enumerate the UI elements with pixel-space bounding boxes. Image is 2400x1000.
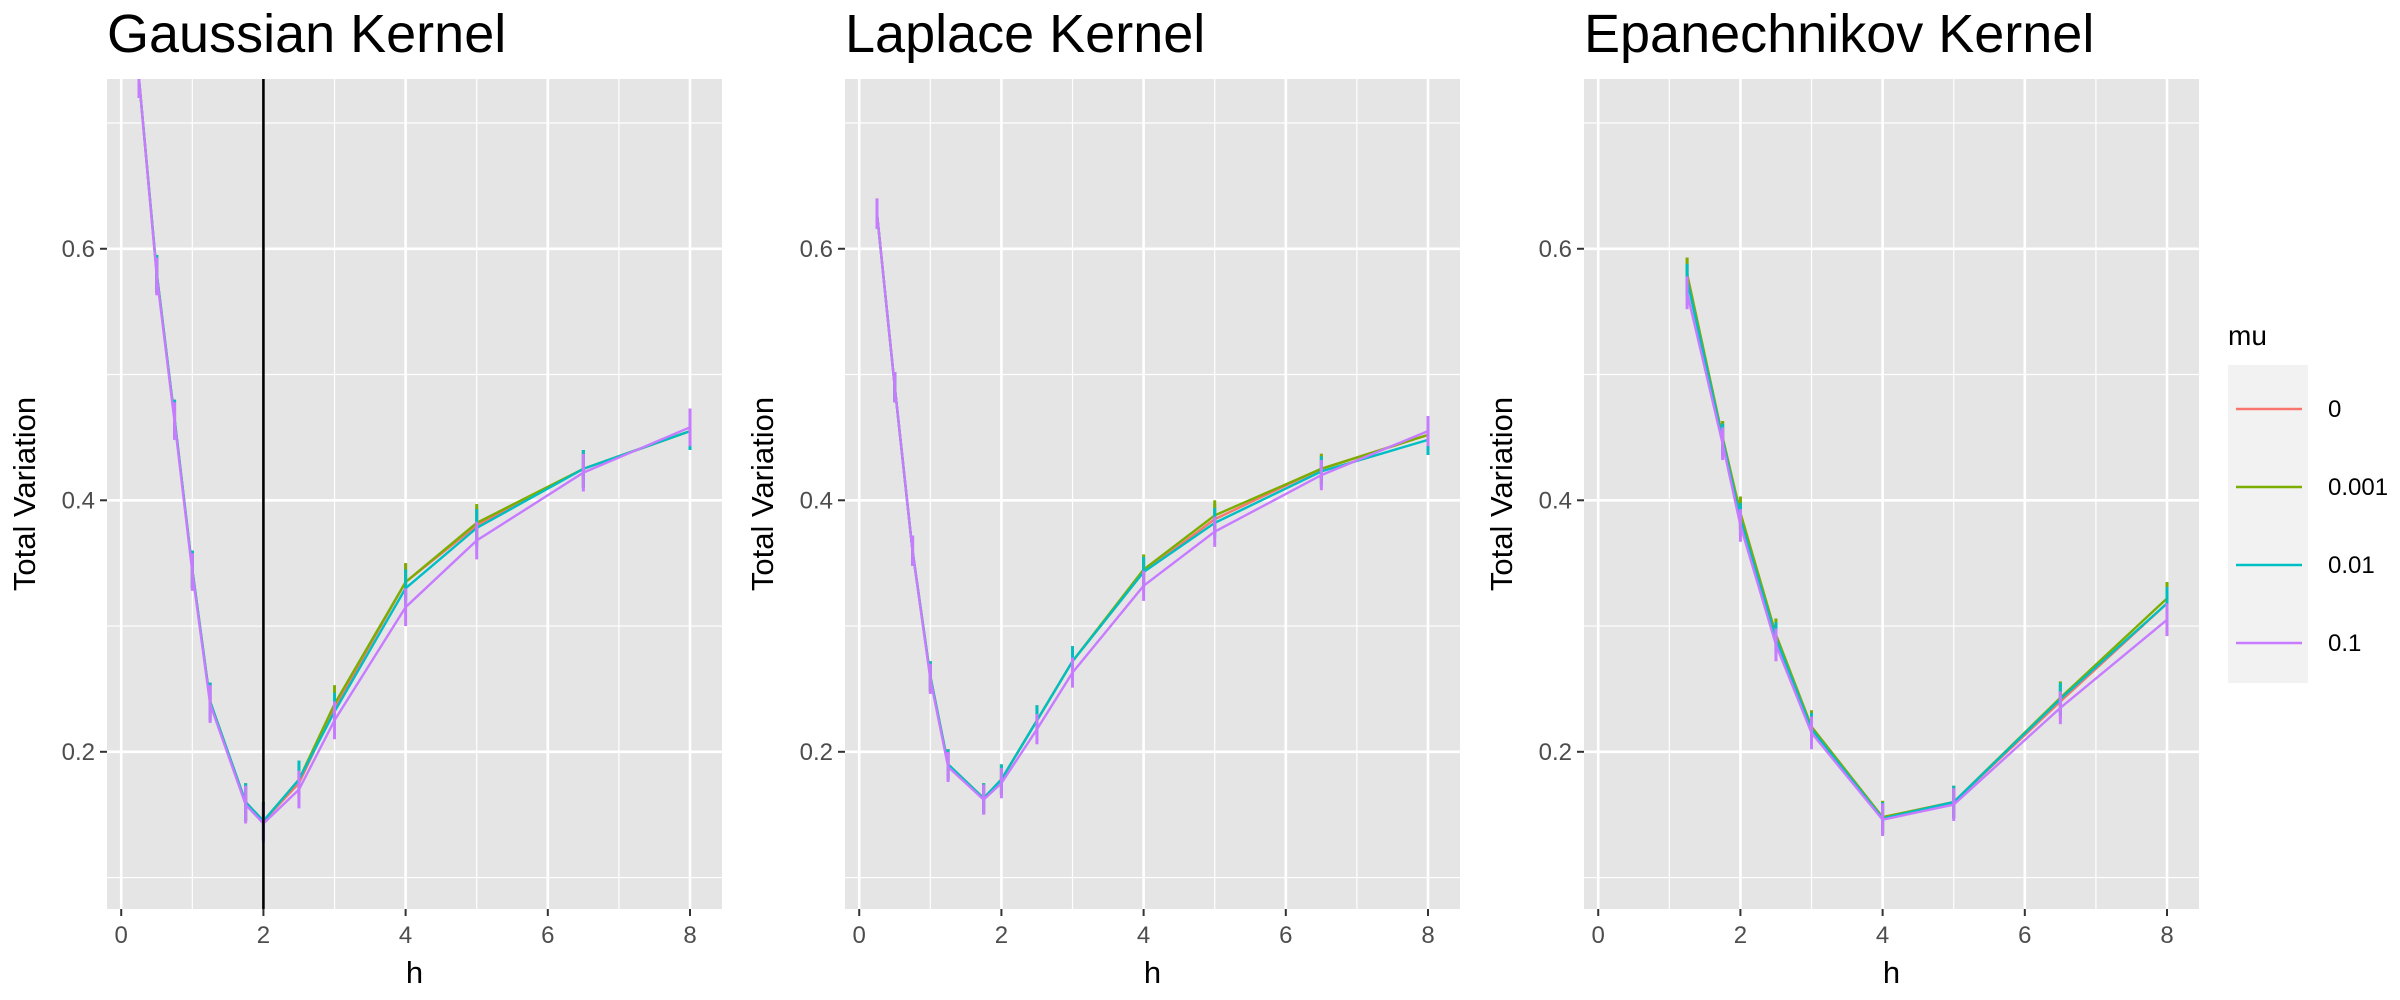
x-tick-label: 2: [1734, 922, 1747, 949]
panel-data: [1685, 257, 2169, 837]
y-tick-label: 0.6: [800, 236, 833, 263]
x-tick-label: 6: [541, 922, 554, 949]
panel-background: [1584, 79, 2199, 909]
y-tick-label: 0.2: [1539, 739, 1572, 766]
x-tick-label: 6: [1279, 922, 1292, 949]
y-tick-label: 0.2: [62, 739, 95, 766]
y-tick-label: 0.4: [1539, 487, 1572, 514]
y-axis-label: Total Variation: [1484, 397, 1519, 591]
y-tick-label: 0.4: [800, 487, 833, 514]
x-tick-label: 0: [853, 922, 866, 949]
x-axis-label: h: [1144, 955, 1161, 990]
x-tick-label: 8: [1421, 922, 1434, 949]
panel-3: 0 2 4 6 8 0.2 0.4 0.6 Epanechnikov Kernel h Total …: [1484, 4, 2199, 990]
legend-label: 0.1: [2328, 630, 2361, 657]
legend-label: 0.001: [2328, 474, 2388, 501]
x-tick-label: 6: [2018, 922, 2031, 949]
x-tick-label: 8: [2160, 922, 2173, 949]
legend-label: 0.01: [2328, 552, 2375, 579]
y-axis-label: Total Variation: [7, 397, 42, 591]
panel-background: [107, 79, 722, 909]
legend: mu 0 0.001 0.01 0.1: [2228, 320, 2388, 683]
x-tick-label: 8: [683, 922, 696, 949]
x-axis-label: h: [1883, 955, 1900, 990]
y-tick-label: 0.4: [62, 487, 95, 514]
y-axis-label: Total Variation: [745, 397, 780, 591]
x-tick-label: 4: [1876, 922, 1889, 949]
panel-data: [875, 198, 1430, 815]
legend-label: 0: [2328, 396, 2341, 423]
panel-1: 0 2 4 6 8 0.2 0.4 0.6 Gaussian Kernel h Total Vari…: [7, 4, 722, 990]
x-tick-label: 2: [995, 922, 1008, 949]
panel-title: Gaussian Kernel: [107, 4, 506, 64]
panel-title: Laplace Kernel: [845, 4, 1205, 64]
legend-title: mu: [2228, 320, 2267, 351]
y-tick-label: 0.2: [800, 739, 833, 766]
x-tick-label: 2: [257, 922, 270, 949]
panel-title: Epanechnikov Kernel: [1584, 4, 2094, 64]
panel-background: [845, 79, 1460, 909]
x-tick-label: 0: [115, 922, 128, 949]
x-tick-label: 4: [1137, 922, 1150, 949]
x-axis-label: h: [406, 955, 423, 990]
panel-2: 0 2 4 6 8 0.2 0.4 0.6 Laplace Kernel h Total Varia…: [745, 4, 1460, 990]
y-tick-label: 0.6: [62, 236, 95, 263]
x-tick-label: 4: [399, 922, 412, 949]
x-tick-label: 0: [1592, 922, 1605, 949]
y-tick-label: 0.6: [1539, 236, 1572, 263]
